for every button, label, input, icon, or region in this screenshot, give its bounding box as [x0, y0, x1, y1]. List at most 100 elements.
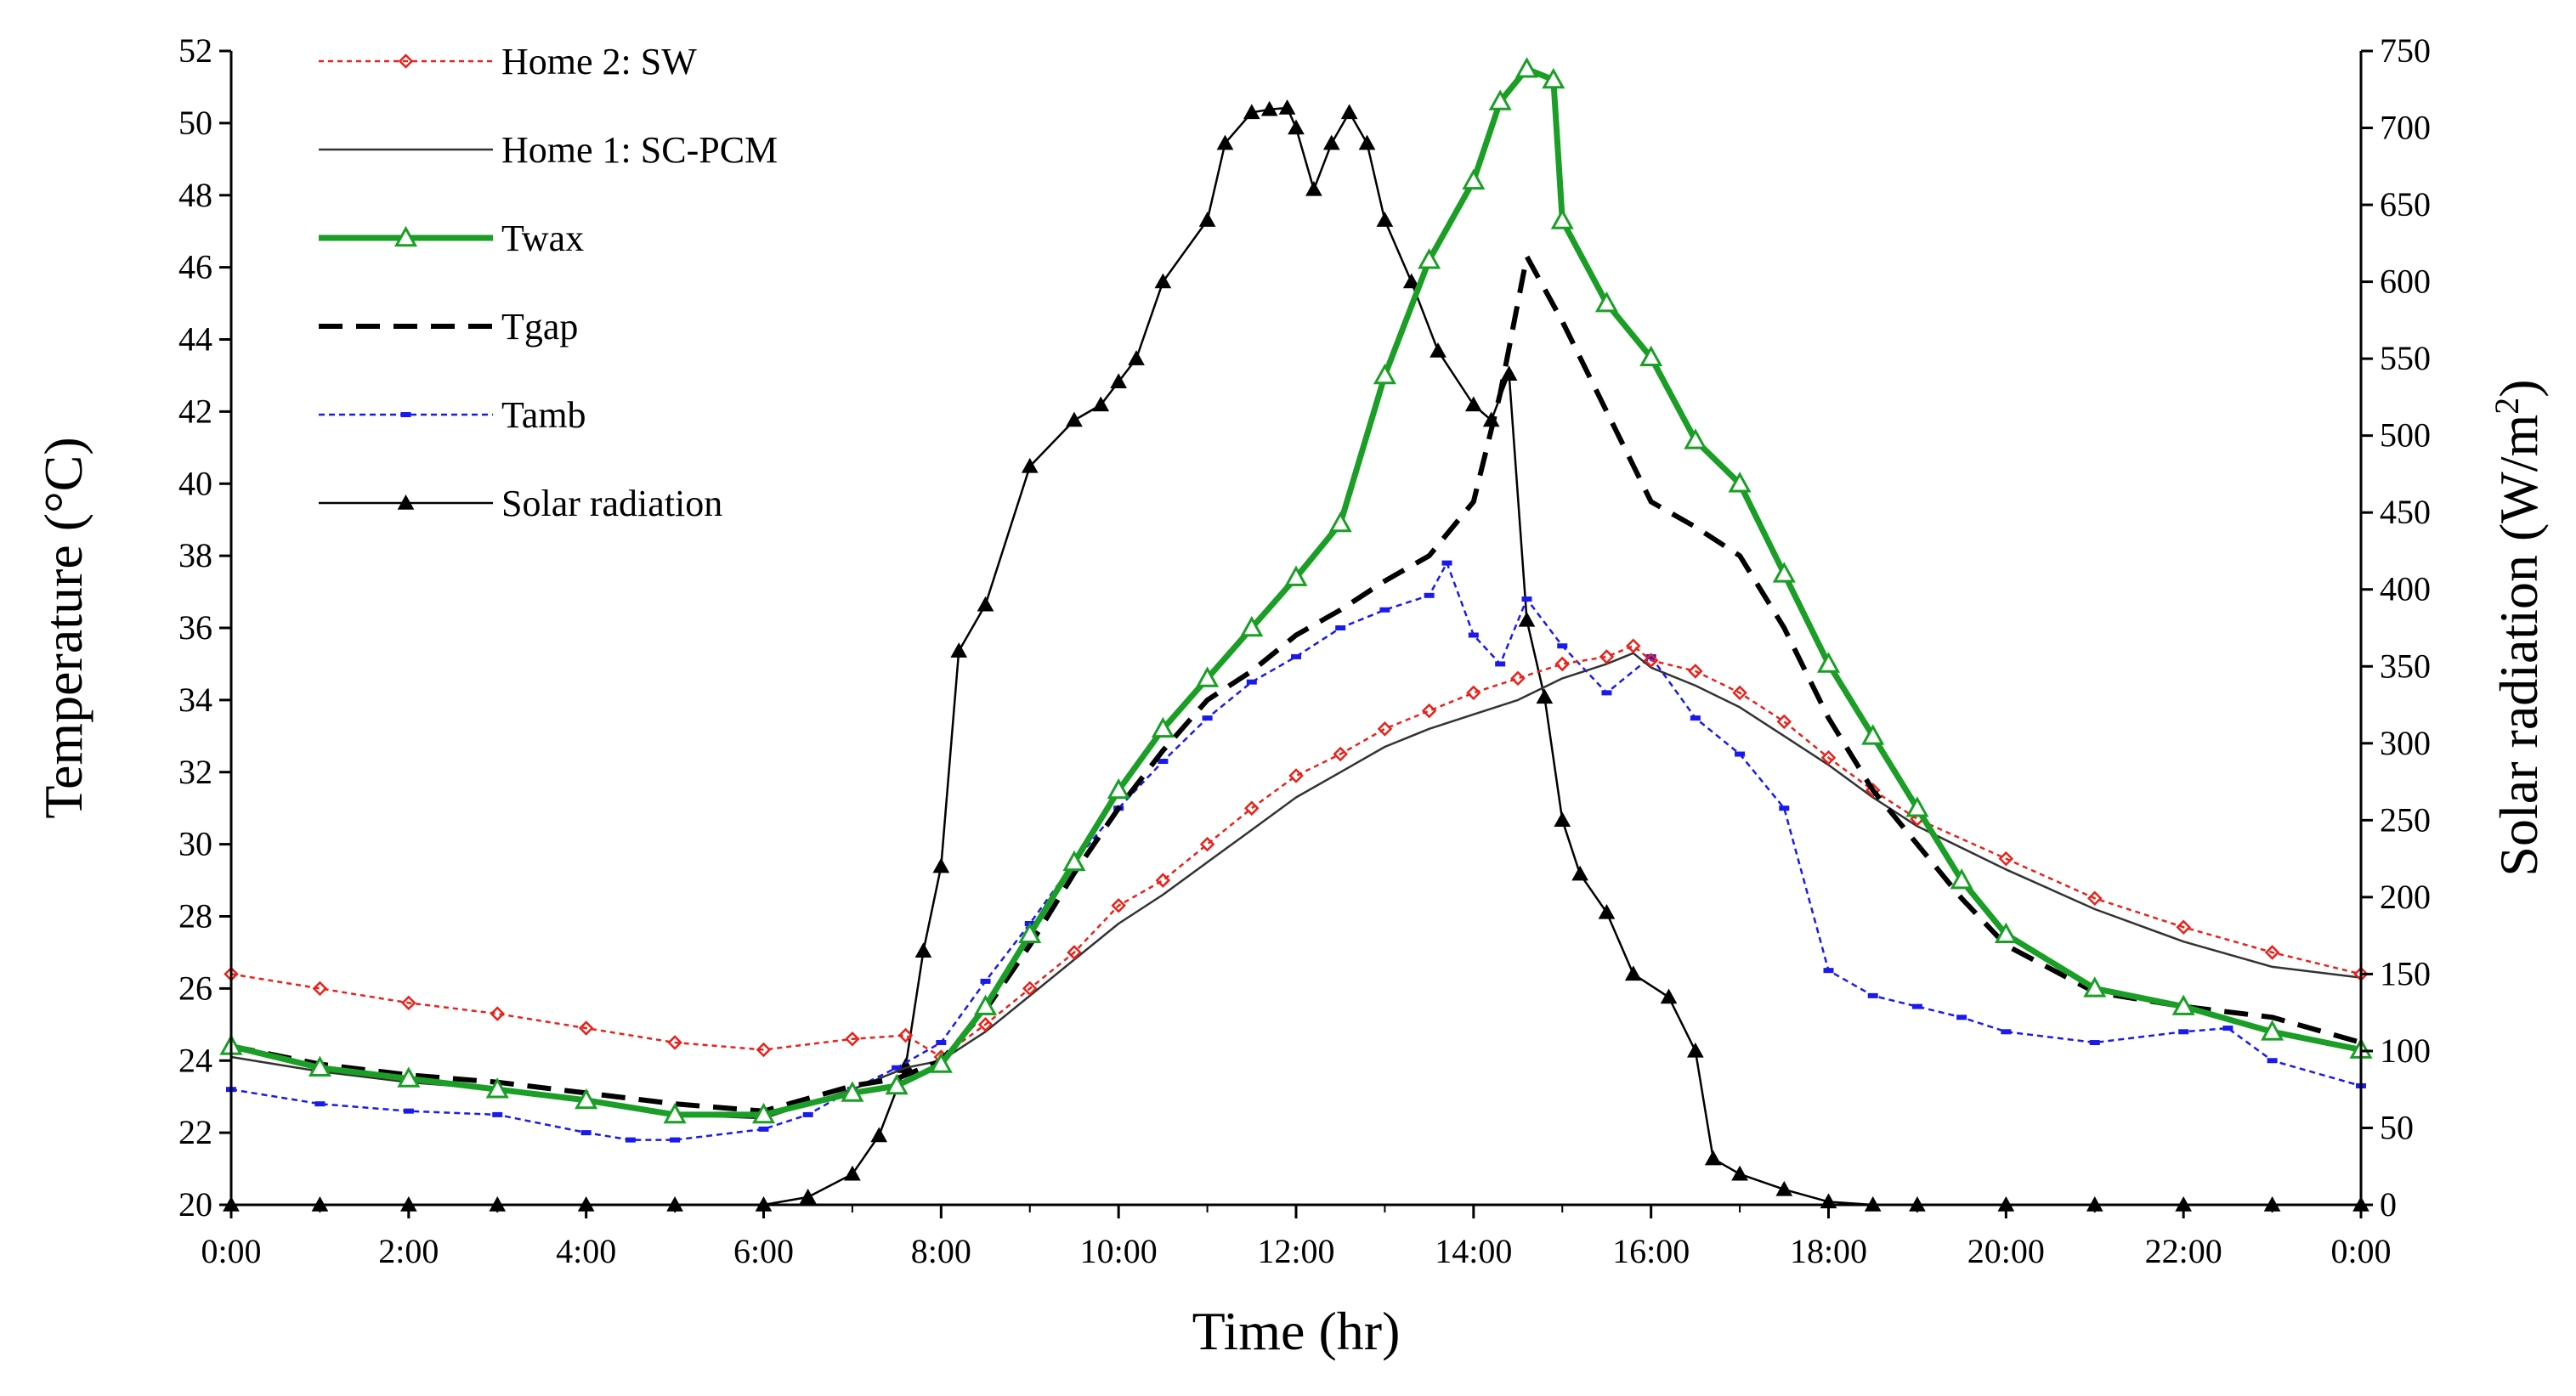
data-point: [1092, 396, 1110, 412]
y2-tick-label: 350: [2380, 647, 2431, 685]
data-point: [1772, 562, 1796, 583]
data-point: [1243, 104, 1260, 120]
data-point: [892, 1065, 903, 1071]
legend: Home 2: SW Home 1: SC-PCM Twax Tgap Tamb Sola…: [319, 41, 778, 524]
y2-tick-label: 700: [2380, 109, 2431, 147]
data-point: [1998, 851, 2014, 867]
data-point: [1402, 273, 1420, 289]
data-point: [1554, 811, 1571, 828]
series-twax: [219, 57, 2373, 1124]
data-point: [1154, 273, 1172, 289]
legend-label: Tamb: [501, 394, 586, 436]
data-point: [1521, 596, 1532, 602]
y2-tick-label: 650: [2380, 185, 2431, 223]
data-point: [1776, 714, 1792, 730]
data-point: [1240, 615, 1264, 637]
data-point: [625, 1137, 636, 1143]
data-point: [2178, 1029, 2189, 1035]
data-point: [2261, 1020, 2284, 1041]
data-point: [977, 1017, 994, 1032]
data-point: [973, 994, 998, 1015]
data-point: [1291, 653, 1301, 659]
data-point: [1598, 903, 1616, 919]
data-point: [1594, 291, 1619, 313]
x-tick-label: 0:00: [201, 1232, 261, 1270]
data-point: [1823, 968, 1834, 974]
data-point: [1554, 656, 1571, 672]
series-line-twax: [230, 65, 2362, 1118]
series-tamb: [226, 560, 2366, 1143]
data-point: [844, 1165, 861, 1181]
data-point: [1062, 850, 1086, 872]
data-point: [758, 1126, 769, 1132]
y-tick-label: 46: [178, 248, 212, 286]
y2-axis-title: Solar radiation (W/m2): [2488, 379, 2550, 876]
data-point: [1816, 652, 1841, 673]
data-point: [936, 1040, 947, 1046]
data-point: [929, 1052, 953, 1073]
y2-tick-label: 50: [2380, 1108, 2414, 1146]
data-point: [1335, 625, 1346, 630]
legend-label: Tgap: [501, 306, 578, 348]
data-point: [1373, 363, 1396, 385]
data-point: [1643, 653, 1659, 668]
data-point: [578, 1020, 594, 1036]
data-point: [485, 1077, 509, 1099]
data-point: [2001, 1029, 2012, 1035]
data-point: [1624, 965, 1642, 981]
data-point: [914, 942, 932, 958]
data-point: [1639, 345, 1663, 367]
data-point: [1688, 664, 1703, 679]
data-point: [1571, 865, 1588, 881]
legend-item-solar-radiation: Solar radiation: [319, 483, 722, 524]
data-point: [1518, 611, 1536, 627]
data-point: [1735, 751, 1746, 757]
data-point: [2086, 890, 2103, 907]
y2-tick-label: 0: [2380, 1185, 2397, 1224]
x-tick-label: 0:00: [2330, 1232, 2391, 1270]
data-point: [1322, 134, 1340, 150]
y-tick-label: 26: [178, 969, 212, 1007]
data-point: [1018, 922, 1042, 944]
data-point: [1202, 715, 1213, 721]
data-point: [932, 857, 950, 873]
data-point: [2089, 1040, 2100, 1046]
data-point: [2171, 994, 2195, 1015]
y-tick-label: 30: [178, 825, 212, 863]
x-tick-label: 20:00: [1967, 1232, 2045, 1270]
data-point: [490, 1006, 506, 1021]
data-point: [799, 1188, 817, 1204]
data-point: [1376, 212, 1394, 227]
data-point: [1687, 1042, 1704, 1058]
data-point: [1684, 428, 1707, 449]
data-point: [1690, 715, 1701, 721]
data-point: [1158, 759, 1169, 765]
data-point: [1466, 685, 1481, 701]
data-point: [2264, 945, 2280, 960]
data-point: [1820, 750, 1837, 766]
legend-item-twax: Twax: [319, 218, 584, 259]
data-point: [751, 1102, 776, 1124]
data-point: [308, 1055, 331, 1077]
data-point: [2083, 976, 2107, 998]
axes-layer: 20 22 24 26 28 30 32 34 36 38 40 42 44 46 48 50 52 0 50 100…: [33, 31, 2549, 1361]
data-point: [885, 1073, 909, 1095]
data-point: [1021, 457, 1039, 473]
data-point: [1731, 1165, 1748, 1181]
data-point: [670, 1137, 681, 1143]
data-point: [1358, 134, 1376, 150]
legend-item-home-2-sw: Home 2: SW: [319, 41, 697, 82]
data-point: [1462, 168, 1486, 190]
y2-tick-label: 150: [2380, 954, 2431, 992]
y2-tick-label: 550: [2380, 339, 2431, 377]
data-point: [1550, 208, 1574, 229]
data-point: [1022, 981, 1038, 997]
y2-axis-title-close: ): [2488, 379, 2549, 397]
legend-marker: [400, 412, 411, 417]
legend-item-tgap: Tgap: [319, 306, 578, 348]
data-point: [1424, 592, 1435, 598]
data-point: [1284, 565, 1308, 586]
data-point: [845, 1031, 860, 1047]
y2-tick-label: 400: [2380, 570, 2431, 608]
